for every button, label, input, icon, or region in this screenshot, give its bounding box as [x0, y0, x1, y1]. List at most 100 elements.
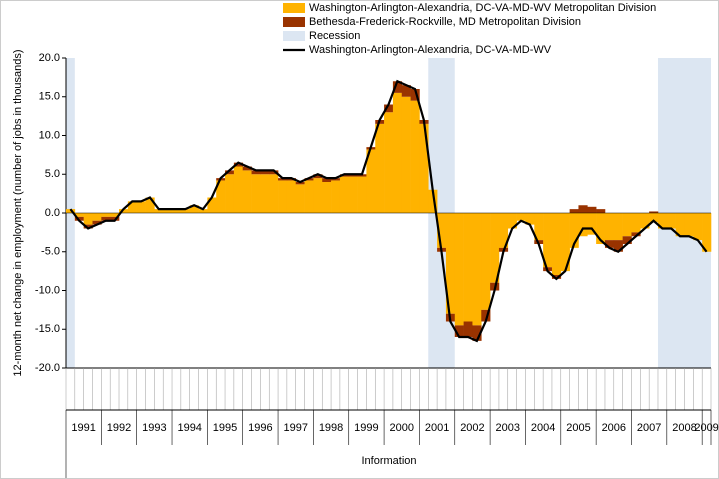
bar: [207, 197, 217, 213]
bar: [322, 182, 332, 213]
bar: [578, 205, 588, 213]
bar: [331, 178, 341, 181]
bar: [622, 213, 632, 237]
bar: [640, 213, 650, 229]
bar: [472, 213, 482, 326]
bar: [225, 174, 235, 213]
year-label: 1999: [354, 422, 378, 434]
bar: [543, 213, 553, 268]
year-label: 2008: [672, 422, 696, 434]
bar: [498, 213, 509, 248]
legend-label: Washington-Arlington-Alexandria, DC-VA-M…: [309, 2, 656, 14]
bar: [410, 100, 420, 213]
bar: [92, 213, 102, 221]
bar: [304, 180, 314, 213]
bar: [251, 170, 261, 175]
bar: [242, 170, 252, 213]
year-label: 1995: [213, 422, 237, 434]
legend-swatch: [283, 3, 305, 13]
bar: [304, 178, 314, 181]
year-label: 1998: [319, 422, 343, 434]
bar: [419, 123, 429, 213]
bar: [516, 213, 526, 221]
bar: [569, 209, 579, 213]
bar: [454, 325, 464, 337]
year-label: 1996: [248, 422, 272, 434]
bar: [604, 240, 615, 248]
bar: [684, 213, 694, 237]
bar: [445, 213, 456, 314]
y-tick-label: -15.0: [35, 323, 60, 335]
bar: [596, 209, 606, 213]
bar: [278, 178, 288, 181]
bar: [454, 213, 464, 326]
bar: [110, 213, 120, 217]
bar: [507, 213, 517, 229]
bar: [401, 96, 411, 213]
bar: [260, 174, 270, 213]
bar: [101, 213, 111, 217]
year-label: 2003: [496, 422, 520, 434]
year-label: 1997: [283, 422, 307, 434]
bar: [154, 209, 164, 213]
year-label: 2009: [694, 422, 718, 434]
bar: [242, 166, 252, 171]
bar: [295, 182, 305, 185]
y-tick-label: 15.0: [39, 91, 60, 103]
bar: [172, 209, 182, 213]
bar: [560, 213, 570, 272]
bar: [392, 92, 403, 213]
bar: [649, 211, 659, 213]
bar: [622, 236, 632, 244]
bar: [339, 174, 350, 177]
bar: [525, 213, 535, 225]
bar: [702, 213, 712, 252]
bar: [74, 216, 84, 221]
bar: [631, 232, 641, 237]
legend-label: Bethesda-Frederick-Rockville, MD Metropo…: [309, 16, 581, 28]
bar: [313, 174, 323, 179]
bar: [101, 216, 111, 221]
bar: [551, 213, 562, 275]
bar: [472, 325, 482, 341]
year-label: 1991: [71, 422, 95, 434]
bar: [613, 240, 623, 252]
bar: [251, 174, 261, 213]
bar: [136, 201, 146, 213]
year-label: 1994: [177, 422, 201, 434]
bar: [490, 213, 500, 283]
bar: [631, 213, 641, 233]
bar: [331, 180, 341, 213]
bar: [83, 224, 93, 229]
year-label: 2006: [602, 422, 626, 434]
bar: [375, 123, 385, 213]
bar: [189, 205, 199, 213]
bar: [401, 85, 411, 97]
year-label: 1993: [142, 422, 166, 434]
bar: [366, 149, 376, 213]
bar: [145, 197, 155, 213]
y-tick-label: 10.0: [39, 129, 60, 141]
bar: [463, 213, 473, 322]
bar: [437, 213, 447, 248]
bar: [339, 176, 350, 213]
bar: [534, 213, 544, 241]
bar: [357, 176, 367, 213]
bar: [269, 174, 279, 213]
bar: [693, 213, 703, 241]
legend-swatch: [283, 17, 305, 27]
bar: [198, 209, 208, 213]
y-tick-label: -5.0: [41, 246, 60, 258]
bar: [127, 201, 137, 213]
bar: [322, 178, 332, 182]
bar: [286, 180, 297, 213]
bar: [428, 189, 438, 213]
bar: [119, 209, 129, 213]
y-axis-label: 12-month net change in employment (numbe…: [12, 49, 24, 376]
bar: [481, 309, 491, 322]
bar: [657, 213, 668, 229]
bar: [260, 170, 270, 175]
bar: [92, 220, 102, 225]
